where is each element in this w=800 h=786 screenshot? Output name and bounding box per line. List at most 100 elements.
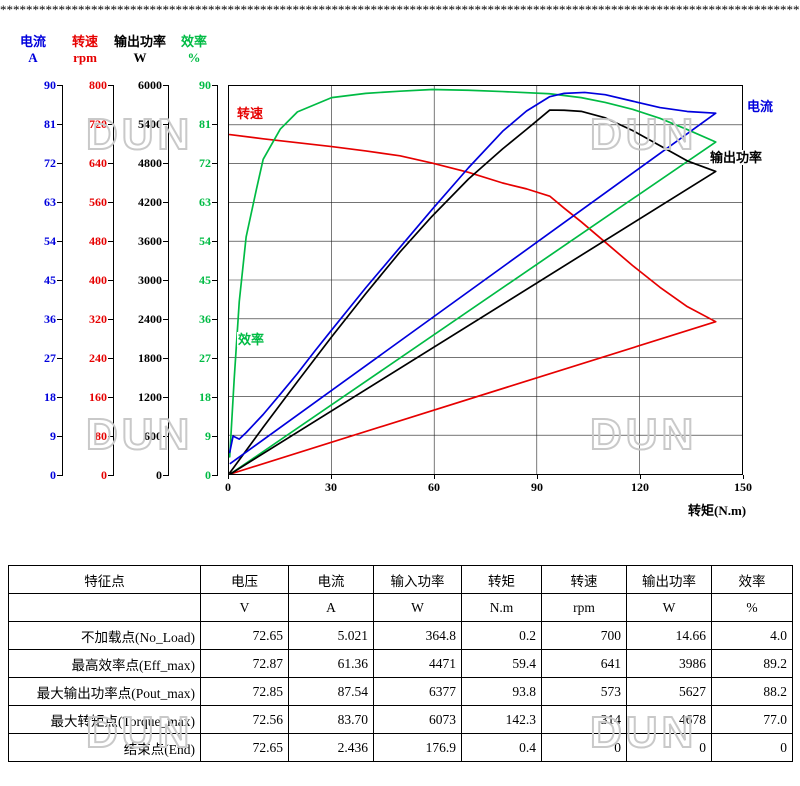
y-tick-mark bbox=[212, 123, 217, 125]
y-tick-label: 81 bbox=[199, 117, 211, 131]
x-tick-label: 150 bbox=[734, 480, 752, 494]
table-cell: 6073 bbox=[373, 705, 462, 734]
y-tick-label: 2400 bbox=[138, 312, 162, 326]
table-cell: 77.0 bbox=[711, 705, 793, 734]
y-tick-label: 4200 bbox=[138, 195, 162, 209]
y-tick-label: 720 bbox=[89, 117, 107, 131]
table-header-cell: 电流 bbox=[288, 565, 374, 594]
y-tick-label: 72 bbox=[44, 156, 56, 170]
y-axis-header-rpm: 转速 rpm bbox=[53, 34, 117, 66]
y-tick-label: 9 bbox=[50, 429, 56, 443]
y-tick-mark bbox=[57, 201, 62, 203]
table-cell: 573 bbox=[541, 677, 627, 706]
y-tick-mark bbox=[108, 474, 113, 476]
y-tick-mark bbox=[163, 162, 168, 164]
chart-plot-area bbox=[228, 85, 743, 475]
curve-label-speed: 转速 bbox=[236, 106, 265, 121]
x-tick-mark bbox=[640, 475, 641, 479]
table-header-cell: 电压 bbox=[200, 565, 289, 594]
y-tick-mark bbox=[163, 396, 168, 398]
x-tick-mark bbox=[743, 475, 744, 479]
x-tick-label: 30 bbox=[325, 480, 337, 494]
y-tick-label: 480 bbox=[89, 234, 107, 248]
y-axis-line-4 bbox=[217, 85, 218, 476]
y-tick-mark bbox=[163, 474, 168, 476]
table-cell: 0 bbox=[711, 733, 793, 762]
y-tick-label: 54 bbox=[44, 234, 56, 248]
table-row: 最高效率点(Eff_max) 72.87 61.36 4471 59.4 641 3986 8… bbox=[8, 649, 793, 678]
y-tick-mark bbox=[57, 240, 62, 242]
table-cell: 0.2 bbox=[461, 621, 542, 650]
curve-label-current: 电流 bbox=[746, 99, 775, 114]
y-tick-label: 90 bbox=[199, 78, 211, 92]
y-tick-label: 600 bbox=[144, 429, 162, 443]
x-tick-label: 60 bbox=[428, 480, 440, 494]
table-cell: 6377 bbox=[373, 677, 462, 706]
y-tick-label: 36 bbox=[199, 312, 211, 326]
x-axis-title: 转矩(N.m) bbox=[688, 503, 747, 518]
y-tick-label: 0 bbox=[156, 468, 162, 482]
table-cell: 88.2 bbox=[711, 677, 793, 706]
table-cell: 72.87 bbox=[200, 649, 289, 678]
y-tick-label: 45 bbox=[44, 273, 56, 287]
y-tick-label: 240 bbox=[89, 351, 107, 365]
y-tick-mark bbox=[212, 240, 217, 242]
table-row: 结束点(End) 72.65 2.436 176.9 0.4 0 0 0 bbox=[8, 733, 793, 762]
x-tick-mark bbox=[331, 475, 332, 479]
y-axis-header-%: 效率% bbox=[162, 34, 226, 66]
y-tick-mark bbox=[212, 435, 217, 437]
y-tick-mark bbox=[108, 318, 113, 320]
table-unit-cell: N.m bbox=[461, 593, 542, 622]
table-header-cell: 转速 bbox=[541, 565, 627, 594]
curve-efficiency bbox=[229, 88, 717, 474]
y-tick-label: 640 bbox=[89, 156, 107, 170]
table-units-row: V A W N.m rpm W% bbox=[8, 593, 793, 622]
y-tick-label: 3000 bbox=[138, 273, 162, 287]
table-unit-cell: V bbox=[200, 593, 289, 622]
y-tick-mark bbox=[57, 357, 62, 359]
y-tick-label: 0 bbox=[101, 468, 107, 482]
table-cell: 59.4 bbox=[461, 649, 542, 678]
y-tick-mark bbox=[163, 435, 168, 437]
curve-label-efficiency: 效率 bbox=[237, 332, 266, 347]
y-axis-name: 转速 bbox=[71, 34, 98, 49]
table-cell: 5627 bbox=[626, 677, 712, 706]
y-tick-mark bbox=[108, 162, 113, 164]
table-cell: 0 bbox=[541, 733, 627, 762]
feature-point-label: 不加载点(No_Load) bbox=[8, 621, 201, 650]
table-cell: 87.54 bbox=[288, 677, 374, 706]
table-header-row: 特征点 电压 电流 输入功率 转矩 转速 输出功率 效率 bbox=[8, 565, 793, 594]
table-cell: 72.56 bbox=[200, 705, 289, 734]
y-tick-label: 90 bbox=[44, 78, 56, 92]
y-tick-label: 81 bbox=[44, 117, 56, 131]
y-tick-label: 27 bbox=[44, 351, 56, 365]
y-axis-unit: A bbox=[28, 50, 38, 65]
feature-point-label: 最大输出功率点(Pout_max) bbox=[8, 677, 201, 706]
y-axis-name: 输出功率 bbox=[113, 34, 166, 49]
y-tick-mark bbox=[57, 435, 62, 437]
x-tick-label: 120 bbox=[631, 480, 649, 494]
x-tick-mark bbox=[434, 475, 435, 479]
table-cell: 61.36 bbox=[288, 649, 374, 678]
y-tick-label: 18 bbox=[44, 390, 56, 404]
y-tick-mark bbox=[108, 201, 113, 203]
table-cell: 0.4 bbox=[461, 733, 542, 762]
table-cell: 2.436 bbox=[288, 733, 374, 762]
table-unit-cell: W bbox=[626, 593, 712, 622]
table-cell: 72.85 bbox=[200, 677, 289, 706]
y-tick-mark bbox=[57, 84, 62, 86]
y-tick-mark bbox=[57, 318, 62, 320]
y-tick-mark bbox=[163, 240, 168, 242]
table-row: 最大输出功率点(Pout_max) 72.85 87.54 6377 93.8 573 56… bbox=[8, 677, 793, 706]
y-tick-mark bbox=[57, 123, 62, 125]
table-unit-cell bbox=[8, 593, 201, 622]
y-tick-mark bbox=[163, 318, 168, 320]
y-tick-label: 400 bbox=[89, 273, 107, 287]
y-tick-label: 0 bbox=[205, 468, 211, 482]
y-tick-label: 27 bbox=[199, 351, 211, 365]
y-tick-label: 320 bbox=[89, 312, 107, 326]
feature-point-label: 最大转矩点(Torque_max) bbox=[8, 705, 201, 734]
y-tick-mark bbox=[212, 84, 217, 86]
y-tick-mark bbox=[108, 435, 113, 437]
y-tick-label: 80 bbox=[95, 429, 107, 443]
